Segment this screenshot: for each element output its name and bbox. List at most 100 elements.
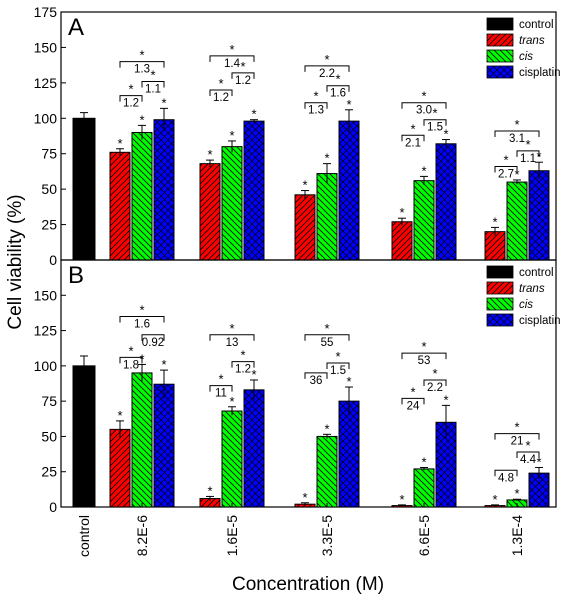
bar-hatch-cis: [132, 372, 152, 507]
significance-star: *: [207, 483, 212, 498]
significance-star: *: [399, 492, 404, 507]
bracket-star: *: [313, 89, 318, 104]
significance-star: *: [251, 107, 256, 122]
ratio-label: 1.1: [145, 83, 161, 95]
y-tick-label: 125: [34, 75, 58, 91]
bracket-star: *: [128, 82, 133, 97]
comparison-bracket: [209, 334, 255, 341]
significance-star: *: [443, 392, 448, 407]
significance-star: *: [161, 357, 166, 372]
ratio-label: 2.7: [498, 168, 514, 180]
comparison-bracket: [401, 352, 447, 360]
significance-star: *: [229, 128, 234, 143]
ratio-label: 24: [407, 400, 420, 412]
bar-hatch-cisplatin: [339, 121, 359, 261]
comparison-bracket: [494, 469, 518, 477]
comparison-bracket: [231, 361, 255, 368]
ratio-label: 2.2: [319, 68, 335, 80]
bracket-star: *: [514, 420, 519, 435]
bar-hatch-trans: [110, 152, 130, 260]
ratio-label: 0.92: [142, 337, 164, 349]
bar-control: [72, 365, 96, 508]
y-tick-label: 100: [34, 110, 58, 126]
y-tick-label: 50: [41, 428, 57, 444]
y-tick-label: 0: [49, 499, 57, 515]
ratio-label: 1.1: [520, 153, 536, 165]
comparison-bracket: [231, 72, 255, 79]
y-tick-label: 175: [34, 4, 58, 20]
significance-star: *: [117, 136, 122, 151]
bar-hatch-trans: [200, 163, 220, 260]
y-tick-label: 150: [34, 39, 58, 55]
y-axis-title: Cell viability (%): [5, 194, 26, 329]
ratio-label: 53: [418, 355, 431, 367]
significance-star: *: [207, 147, 212, 162]
bracket-star: *: [324, 52, 329, 67]
bar-hatch-cis: [132, 132, 152, 260]
ratio-label: 36: [310, 375, 323, 387]
comparison-bracket: [304, 334, 350, 341]
comparison-bracket: [423, 379, 447, 386]
significance-star: *: [161, 95, 166, 110]
legend-swatch-control: [486, 17, 514, 31]
comparison-bracket: [516, 451, 540, 458]
bracket-star: *: [410, 121, 415, 136]
comparison-bracket: [401, 397, 425, 405]
comparison-bracket: [494, 433, 540, 440]
significance-star: *: [443, 127, 448, 142]
comparison-bracket: [494, 165, 518, 173]
significance-star: *: [346, 374, 351, 389]
comparison-bracket: [141, 334, 165, 341]
ratio-label: 1.5: [427, 122, 443, 134]
comparison-bracket: [209, 55, 255, 62]
ratio-label: 1.2: [213, 92, 229, 104]
y-tick-label: 125: [34, 323, 58, 339]
bracket-star: *: [240, 348, 245, 363]
bar-hatch-cis: [414, 180, 434, 260]
comparison-bracket: [119, 95, 143, 102]
ratio-label: 13: [226, 337, 239, 349]
legend-hatch-trans: [487, 34, 513, 46]
bracket-star: *: [218, 372, 223, 387]
ratio-label: 2.1: [405, 137, 421, 149]
comparison-bracket: [401, 134, 425, 142]
bracket-star: *: [410, 384, 415, 399]
bar-hatch-cisplatin: [154, 119, 174, 261]
bracket-star: *: [525, 438, 530, 453]
bracket-star: *: [421, 339, 426, 354]
bracket-star: *: [525, 137, 530, 152]
ratio-label: 3.1: [509, 133, 525, 145]
bar-hatch-cisplatin: [154, 384, 174, 507]
bar-hatch-cisplatin: [244, 389, 264, 507]
bracket-star: *: [229, 42, 234, 57]
bracket-star: *: [139, 302, 144, 317]
bracket-star: *: [503, 152, 508, 167]
comparison-bracket: [423, 119, 447, 126]
x-tick-label: control: [76, 515, 92, 557]
bar-hatch-trans: [485, 231, 505, 260]
bar-hatch-cis: [507, 182, 527, 260]
y-tick-label: 25: [41, 464, 57, 480]
bar-control: [72, 117, 96, 261]
bracket-star: *: [240, 59, 245, 74]
x-axis-title: Concentration (M): [232, 574, 384, 595]
ratio-label: 11: [215, 388, 227, 400]
y-tick-label: 25: [41, 217, 57, 233]
bar-hatch-trans: [392, 221, 412, 260]
bracket-star: *: [432, 106, 437, 121]
legend-label-cis: cis: [519, 299, 533, 311]
bar-hatch-cis: [222, 146, 242, 260]
comparison-bracket: [304, 102, 328, 109]
comparison-bracket: [401, 102, 447, 109]
panel-letter: A: [68, 14, 84, 41]
comparison-bracket: [304, 65, 350, 72]
x-tick-label: 1.3E-4: [509, 515, 525, 556]
legend-label-trans: trans: [519, 35, 545, 47]
legend-label-control: control: [519, 19, 554, 31]
comparison-bracket: [119, 315, 165, 323]
bar-hatch-trans: [200, 498, 220, 507]
comparison-bracket: [304, 372, 328, 379]
significance-star: *: [229, 394, 234, 409]
bar-hatch-cisplatin: [339, 401, 359, 507]
significance-star: *: [492, 214, 497, 229]
